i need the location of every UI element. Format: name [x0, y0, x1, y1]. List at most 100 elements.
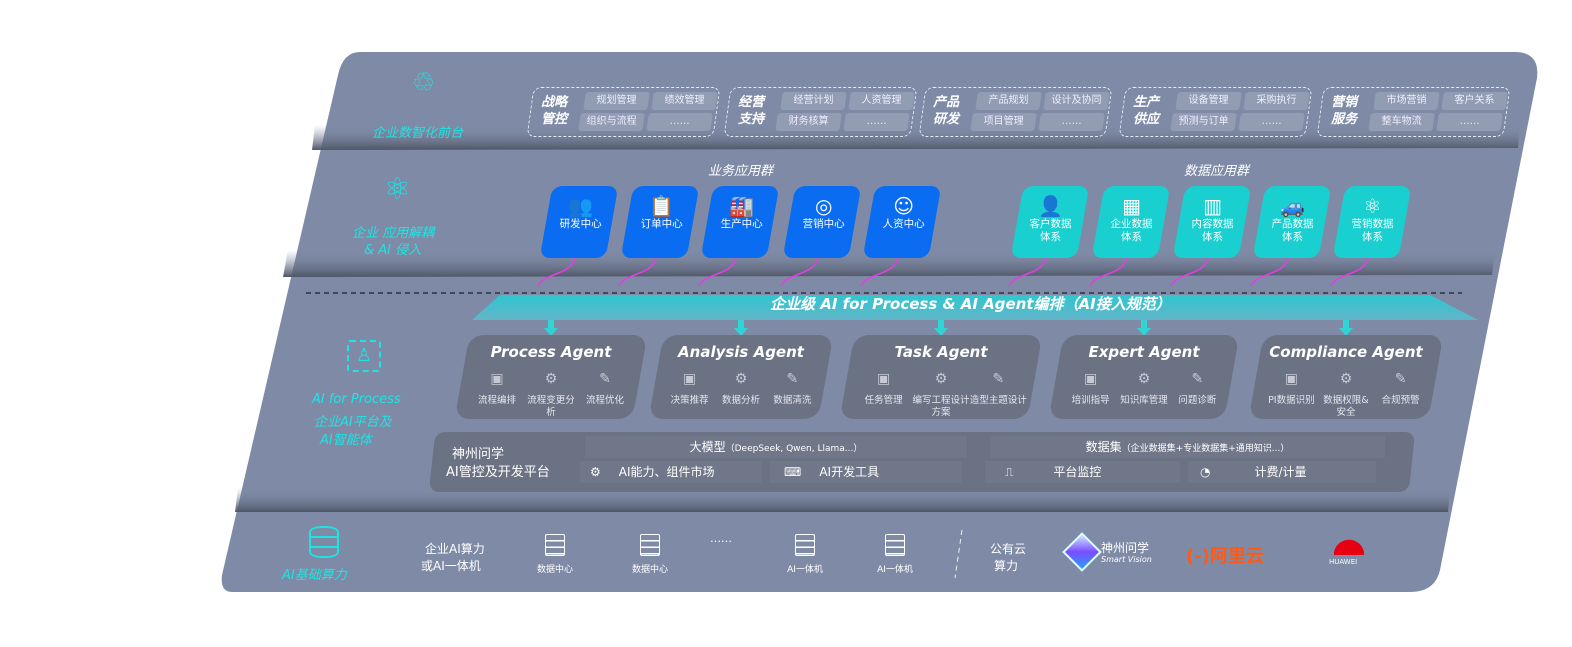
- layer-label-infra: AI基础算力: [282, 568, 347, 583]
- front-group-item[interactable]: 经营计划: [780, 92, 847, 110]
- server[interactable]: 数据中心: [525, 534, 585, 575]
- front-group-item[interactable]: 设计及协同: [1043, 92, 1110, 110]
- data_apps-card[interactable]: ▥ 内容数据体系: [1172, 186, 1252, 258]
- front-group-item[interactable]: 设备管理: [1175, 92, 1242, 110]
- front-group-item[interactable]: 客户关系: [1441, 92, 1508, 110]
- agent-capability[interactable]: ⚙ 流程变更分析: [524, 369, 578, 419]
- agent-name: Task Agent: [894, 343, 988, 361]
- layer-label-apps-1: 企业 应用解耦: [352, 226, 435, 241]
- front-group-item-label: 人资管理: [861, 95, 902, 106]
- front-group-item-label: ……: [1261, 116, 1282, 127]
- atom-icon: ⚛: [1363, 194, 1382, 218]
- front-group-item[interactable]: 组织与流程: [578, 113, 645, 131]
- database-icon: [309, 526, 339, 558]
- agent-capability[interactable]: ✎ 问题诊断: [1171, 369, 1224, 407]
- front-group-item[interactable]: 财务核算: [775, 113, 842, 131]
- huawei-logo: [1334, 535, 1364, 555]
- monitor-button[interactable]: ⎍ 平台监控: [985, 461, 1180, 483]
- front-group-item[interactable]: 产品规划: [975, 92, 1042, 110]
- books-icon: ▥: [1203, 194, 1222, 218]
- vendor-huawei: HUAWEI: [1329, 558, 1358, 566]
- vendor-smart-vision-sub: Smart Vision: [1101, 555, 1152, 564]
- front-group-item[interactable]: 预测与订单: [1170, 113, 1237, 131]
- agent-card[interactable]: Compliance Agent ▣ PI数据识别 ⚙ 数据权限&安全 ✎ 合规预警: [1248, 335, 1444, 419]
- agent-capability[interactable]: ✎ 合规预警: [1373, 369, 1428, 407]
- card-label: 内容数据体系: [1191, 218, 1234, 243]
- card-content: 📋 订单中心: [629, 194, 695, 231]
- dataset-note: （企业数据集+专业数据集+通用知识...）: [1121, 444, 1290, 454]
- business_apps-card[interactable]: 📋 订单中心: [620, 186, 700, 258]
- agent-capability[interactable]: ✎ 造型主题设计: [970, 369, 1027, 407]
- data_apps-card[interactable]: ▦ 企业数据体系: [1091, 186, 1171, 258]
- card-content: ▦ 企业数据体系: [1099, 194, 1165, 244]
- front-group: 战略管控 规划管理 绩效管理 组织与流程 ……: [526, 87, 721, 137]
- front-group-item[interactable]: 市场营销: [1373, 92, 1440, 110]
- user-icon: 👤: [1038, 194, 1063, 218]
- down-arrow-icon: [934, 320, 948, 336]
- agent-content: Process Agent ▣ 流程编排 ⚙ 流程变更分析 ✎ 流程优化: [462, 335, 640, 419]
- server[interactable]: AI一体机: [775, 534, 835, 575]
- front-group-item[interactable]: 绩效管理: [651, 92, 718, 110]
- agent-capability[interactable]: ▣ 任务管理: [855, 369, 912, 407]
- front-group-item[interactable]: 人资管理: [848, 92, 915, 110]
- public-compute-1: 公有云: [990, 542, 1027, 556]
- agent-capability[interactable]: ⚙ 编写工程设计方案: [912, 369, 969, 419]
- front-group-item[interactable]: ……: [1436, 113, 1503, 131]
- building-icon: ▦: [1122, 194, 1141, 218]
- business_apps-card[interactable]: ☺ 人资中心: [862, 186, 942, 258]
- capability-icon: ▣: [683, 371, 697, 387]
- market-button[interactable]: ⚙ AI能力、组件市场: [580, 461, 762, 483]
- front-group-item-label: 采购执行: [1256, 95, 1297, 106]
- front-group-item[interactable]: ……: [1238, 113, 1305, 131]
- business_apps-card[interactable]: 👥 研发中心: [539, 186, 619, 258]
- agent-capability[interactable]: ▣ 培训指导: [1064, 369, 1117, 407]
- front-group: 产品研发 产品规划 设计及协同 项目管理 ……: [918, 87, 1113, 137]
- agent-content: Analysis Agent ▣ 决策推荐 ⚙ 数据分析 ✎ 数据清洗: [656, 335, 826, 419]
- clipboard-icon: 📋: [649, 194, 675, 218]
- front-group-item[interactable]: 规划管理: [583, 92, 650, 110]
- agent-capability[interactable]: ⚙ 数据分析: [715, 369, 766, 407]
- card-label: 产品数据体系: [1271, 218, 1314, 243]
- agent-card[interactable]: Process Agent ▣ 流程编排 ⚙ 流程变更分析 ✎ 流程优化: [454, 335, 648, 419]
- data_apps-card[interactable]: 👤 客户数据体系: [1010, 186, 1090, 258]
- front-group-item-label: ……: [866, 116, 887, 127]
- agent-capability[interactable]: ▣ 决策推荐: [664, 369, 715, 407]
- agent-card[interactable]: Expert Agent ▣ 培训指导 ⚙ 知识库管理 ✎ 问题诊断: [1048, 335, 1240, 419]
- business_apps-card[interactable]: 🏭 生产中心: [700, 186, 780, 258]
- front-group-item[interactable]: 项目管理: [970, 113, 1037, 131]
- agent-capability[interactable]: ▣ PI数据识别: [1264, 369, 1319, 407]
- card-label: 客户数据体系: [1029, 218, 1072, 243]
- card-content: 🏭 生产中心: [709, 194, 775, 231]
- agent-capability[interactable]: ✎ 数据清洗: [767, 369, 818, 407]
- billing-button[interactable]: ◔ 计费/计量: [1188, 461, 1376, 483]
- card-content: ◎ 营销中心: [791, 194, 857, 231]
- front-group-item-label: 整车物流: [1381, 116, 1422, 127]
- front-group-item-label: 预测与订单: [1178, 116, 1229, 127]
- capability-icon: ⚙: [1339, 371, 1353, 387]
- down-arrow-icon: [1339, 320, 1353, 336]
- capability-icon: ✎: [786, 371, 799, 387]
- agent-name: Analysis Agent: [678, 343, 804, 361]
- front-group-item[interactable]: ……: [843, 113, 910, 131]
- front-group-item[interactable]: 采购执行: [1243, 92, 1310, 110]
- agent-capability[interactable]: ✎ 流程优化: [578, 369, 632, 407]
- agent-capability[interactable]: ▣ 流程编排: [470, 369, 524, 407]
- front-group-item[interactable]: 整车物流: [1368, 113, 1435, 131]
- data_apps-card[interactable]: 🚙 产品数据体系: [1252, 186, 1332, 258]
- agent-capability[interactable]: ⚙ 数据权限&安全: [1319, 369, 1374, 419]
- agent-card[interactable]: Analysis Agent ▣ 决策推荐 ⚙ 数据分析 ✎ 数据清洗: [648, 335, 834, 419]
- dataset-row: 数据集（企业数据集+专业数据集+通用知识...）: [990, 436, 1385, 458]
- capability-label: 问题诊断: [1178, 395, 1217, 406]
- card-content: ▥ 内容数据体系: [1180, 194, 1246, 244]
- devtools-button[interactable]: ⌨ AI开发工具: [770, 461, 962, 483]
- server[interactable]: AI一体机: [865, 534, 925, 575]
- server[interactable]: 数据中心: [620, 534, 680, 575]
- business_apps-card[interactable]: ◎ 营销中心: [782, 186, 862, 258]
- front-group-item[interactable]: ……: [646, 113, 713, 131]
- card-label: 营销数据体系: [1351, 218, 1394, 243]
- agent-capability[interactable]: ⚙ 知识库管理: [1117, 369, 1170, 407]
- front-group-item[interactable]: ……: [1038, 113, 1105, 131]
- agent-card[interactable]: Task Agent ▣ 任务管理 ⚙ 编写工程设计方案 ✎ 造型主题设计: [839, 335, 1043, 419]
- data_apps-card[interactable]: ⚛ 营销数据体系: [1332, 186, 1412, 258]
- data-apps-title: 数据应用群: [1184, 164, 1250, 179]
